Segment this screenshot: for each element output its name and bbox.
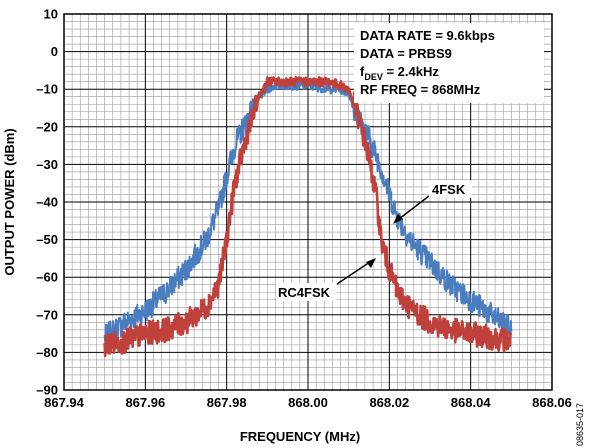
y-tick-label: –70 (36, 307, 58, 322)
plot-frame (63, 13, 553, 391)
y-axis-ticks: 10 0 –10 –20 –30 –40 –50 –60 –70 –80 –90 (36, 7, 58, 398)
y-tick-label: –80 (36, 345, 58, 360)
annotation-fdev: fDEV = 2.4kHz (360, 64, 439, 82)
annotation-box (354, 23, 544, 103)
y-tick-label: –20 (36, 119, 58, 134)
series-layer (103, 75, 513, 358)
y-axis-label: OUTPUT POWER (dBm) (2, 128, 17, 275)
series-label-rc4fsk: RC4FSK (278, 285, 331, 300)
y-tick-label: 10 (44, 7, 58, 22)
x-tick-label: 867.94 (44, 395, 85, 410)
figure-id: 08635-017 (575, 403, 585, 446)
x-tick-label: 867.98 (207, 395, 247, 410)
callout-arrow-rc4fsk (336, 259, 374, 285)
x-tick-label: 868.00 (288, 395, 328, 410)
y-tick-label: –10 (36, 82, 58, 97)
callout-arrowhead-4fsk (393, 214, 403, 224)
x-tick-label: 868.02 (369, 395, 409, 410)
callout-arrowhead-rc4fsk (366, 258, 376, 268)
series-label-4fsk: 4FSK (432, 182, 466, 197)
y-tick-label: 0 (51, 44, 58, 59)
annotation-data-rate: DATA RATE = 9.6kbps (360, 28, 495, 43)
y-tick-label: –50 (36, 232, 58, 247)
x-tick-label: 868.06 (532, 395, 572, 410)
annotation-rf-freq: RF FREQ = 868MHz (360, 82, 481, 97)
y-tick-label: –40 (36, 195, 58, 210)
y-tick-label: –30 (36, 157, 58, 172)
callout-label-bg-4fsk (429, 180, 472, 198)
x-axis-label: FREQUENCY (MHz) (240, 429, 360, 444)
y-tick-label: –60 (36, 270, 58, 285)
callout-label-bg-rc4fsk (276, 283, 336, 301)
x-tick-label: 867.96 (125, 395, 165, 410)
x-tick-label: 868.04 (451, 395, 492, 410)
x-axis-ticks: 867.94 867.96 867.98 868.00 868.02 868.04 868.… (44, 395, 572, 410)
annotation-data: DATA = PRBS9 (360, 46, 452, 61)
y-tick-label: –90 (36, 383, 58, 398)
series-line-rc4fsk (103, 75, 513, 358)
